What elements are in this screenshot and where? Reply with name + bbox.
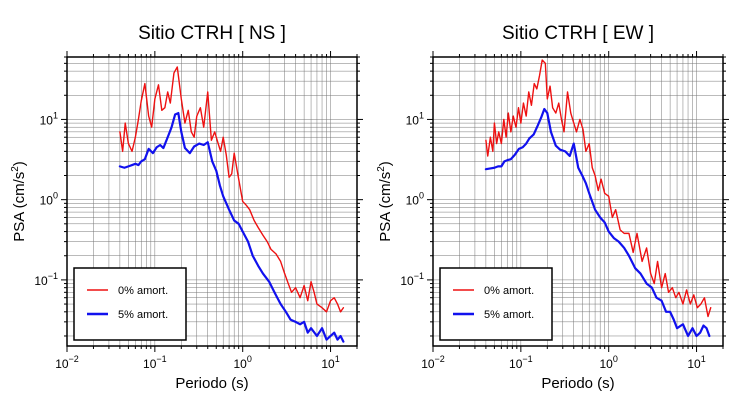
legend-label: 0% amort. xyxy=(484,285,534,297)
y-tick-label: 100 xyxy=(406,191,424,208)
x-tick-label-exp: −2 xyxy=(69,354,79,364)
y-tick-label-base: 10 xyxy=(406,194,420,208)
y-axis-label-sup: 2 xyxy=(376,166,387,172)
x-tick-label-base: 10 xyxy=(321,357,335,371)
x-axis-label: Periodo (s) xyxy=(541,375,614,392)
y-tick-label-exp: 0 xyxy=(53,191,58,201)
legend-box xyxy=(439,267,553,341)
y-tick-label: 101 xyxy=(40,110,58,127)
series-line-amort-0 xyxy=(485,59,712,318)
x-tick-label-exp: 0 xyxy=(613,354,618,364)
plot-frame xyxy=(432,56,724,347)
y-axis-label-end: ) xyxy=(377,161,394,166)
y-tick-label-base: 10 xyxy=(400,274,414,288)
y-tick-label-exp: 1 xyxy=(53,110,58,120)
x-tick-label-exp: −1 xyxy=(522,354,532,364)
legend: 0% amort. 5% amort. xyxy=(73,267,187,341)
x-tick-label-base: 10 xyxy=(55,357,69,371)
y-tick-label-exp: −1 xyxy=(48,271,58,281)
x-tick-label: 101 xyxy=(687,354,705,371)
chart-title: Sitio CTRH [ EW ] xyxy=(502,23,654,44)
y-axis-label-main: PSA (cm/s xyxy=(11,172,28,242)
x-tick-label-exp: −1 xyxy=(156,354,166,364)
x-tick-label: 100 xyxy=(600,354,618,371)
x-tick-label: 10−1 xyxy=(509,354,533,371)
x-tick-label-exp: 1 xyxy=(335,354,340,364)
y-tick-label-base: 10 xyxy=(40,194,54,208)
x-tick-label-base: 10 xyxy=(687,357,701,371)
x-axis-label: Periodo (s) xyxy=(175,375,248,392)
y-tick-label-exp: 1 xyxy=(419,110,424,120)
y-tick-label: 100 xyxy=(40,191,58,208)
y-tick-label-exp: −1 xyxy=(414,271,424,281)
y-tick-label-base: 10 xyxy=(34,274,48,288)
x-tick-label-exp: −2 xyxy=(435,354,445,364)
series-line-amort-0 xyxy=(119,66,345,313)
legend-label: 5% amort. xyxy=(484,309,534,321)
y-tick-label-exp: 0 xyxy=(419,191,424,201)
x-tick-label: 10−2 xyxy=(55,354,79,371)
x-tick-label: 100 xyxy=(234,354,252,371)
series-line-amort-5 xyxy=(118,111,345,343)
y-tick-label-base: 10 xyxy=(406,113,420,127)
y-tick-label: 101 xyxy=(406,110,424,127)
y-axis-label: PSA (cm/s2) xyxy=(376,161,394,242)
legend: 0% amort. 5% amort. xyxy=(439,267,553,341)
tick-marks xyxy=(427,51,729,352)
chart-title: Sitio CTRH [ NS ] xyxy=(138,23,286,44)
legend-label: 0% amort. xyxy=(118,285,168,297)
x-tick-label-base: 10 xyxy=(234,357,248,371)
x-tick-label-exp: 1 xyxy=(701,354,706,364)
x-tick-label-base: 10 xyxy=(509,357,523,371)
legend-box xyxy=(73,267,187,341)
y-axis-label: PSA (cm/s2) xyxy=(10,161,28,242)
y-tick-label-base: 10 xyxy=(40,113,54,127)
x-tick-label-base: 10 xyxy=(143,357,157,371)
tick-marks xyxy=(61,51,363,352)
x-tick-label: 10−2 xyxy=(421,354,445,371)
y-tick-label: 10−1 xyxy=(400,271,424,288)
x-tick-label: 101 xyxy=(321,354,339,371)
plot-frame xyxy=(66,56,358,347)
series-line-amort-5 xyxy=(484,107,711,338)
y-axis-label-end: ) xyxy=(11,161,28,166)
x-tick-label-exp: 0 xyxy=(247,354,252,364)
y-axis-label-sup: 2 xyxy=(10,166,21,172)
x-tick-label: 10−1 xyxy=(143,354,167,371)
y-axis-label-main: PSA (cm/s xyxy=(377,172,394,242)
y-tick-label: 10−1 xyxy=(34,271,58,288)
x-tick-label-base: 10 xyxy=(421,357,435,371)
x-tick-label-base: 10 xyxy=(600,357,614,371)
legend-label: 5% amort. xyxy=(118,309,168,321)
